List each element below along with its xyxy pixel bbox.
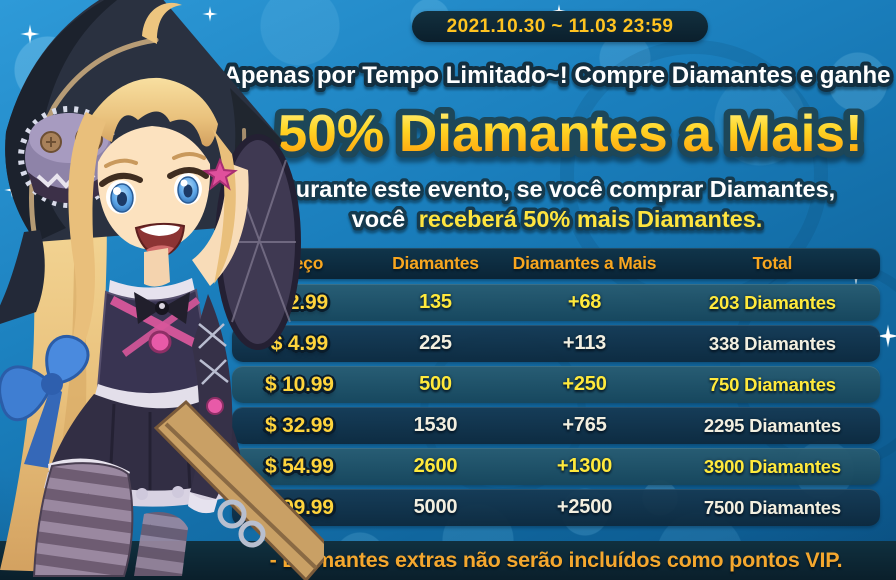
main-title-text: 50% Diamantes a Mais! bbox=[278, 105, 863, 163]
bonus-cell: +250 bbox=[562, 373, 607, 395]
total-cell: 3900 Diamantes bbox=[703, 455, 841, 477]
total-cell: 750 Diamantes bbox=[708, 373, 836, 395]
table-row: $ 4.99 225 +113 338 Diamantes bbox=[232, 325, 880, 362]
column-header-diamonds: Diamantes bbox=[392, 253, 479, 273]
character-illustration bbox=[0, 0, 324, 580]
column-header-bonus: Diamantes a Mais bbox=[512, 253, 657, 273]
pricing-table: Preço Diamantes Diamantes a Mais Total $… bbox=[232, 248, 880, 530]
subtitle-line1: Durante este evento, se você comprar Dia… bbox=[279, 176, 835, 202]
total-cell: 338 Diamantes bbox=[708, 332, 836, 354]
headline-text: Apenas por Tempo Limitado~! Compre Diama… bbox=[223, 62, 890, 89]
diamonds-cell: 225 bbox=[419, 332, 452, 354]
total-cell: 203 Diamantes bbox=[708, 291, 836, 313]
date-badge: 2021.10.30 ~ 11.03 23:59 bbox=[412, 11, 708, 42]
table-row: $ 54.99 2600 +1300 3900 Diamantes bbox=[232, 448, 880, 485]
column-header-total: Total bbox=[752, 253, 793, 273]
diamonds-cell: 2600 bbox=[413, 455, 458, 477]
price-cell: $ 4.99 bbox=[270, 331, 328, 355]
table-row: $ 32.99 1530 +765 2295 Diamantes bbox=[232, 407, 880, 444]
date-range: 2021.10.30 ~ 11.03 23:59 bbox=[446, 15, 674, 37]
headline: Apenas por Tempo Limitado~! Compre Diama… bbox=[219, 58, 894, 93]
bonus-cell: +113 bbox=[562, 332, 607, 354]
diamonds-cell: 1530 bbox=[413, 414, 458, 436]
table-header-row: Preço Diamantes Diamantes a Mais Total bbox=[232, 248, 880, 279]
diamonds-cell: 500 bbox=[419, 373, 452, 395]
total-cell: 2295 Diamantes bbox=[703, 414, 841, 436]
subtitle-line2-prefix: você bbox=[352, 206, 406, 232]
subtitle-line2-highlight: receberá 50% mais Diamantes. bbox=[419, 206, 763, 232]
svg-text:você receberá 50% mais: você receberá 50% mais Diamantes. bbox=[352, 206, 763, 232]
table-row: $ 10.99 500 +250 750 Diamantes bbox=[232, 366, 880, 403]
bonus-cell: +1300 bbox=[556, 455, 613, 477]
price-cell: $ 54.99 bbox=[265, 454, 334, 478]
promo-content: 2021.10.30 ~ 11.03 23:59 Apenas por Temp… bbox=[219, 0, 895, 580]
subtitle: Durante este evento, se você comprar Dia… bbox=[275, 173, 838, 236]
footer-note: - Diamantes extras não serão incluídos c… bbox=[269, 548, 843, 572]
price-cell: $ 10.99 bbox=[265, 372, 334, 396]
table-row: $ 2.99 135 +68 203 Diamantes bbox=[232, 284, 880, 321]
main-title: 50% Diamantes a Mais! bbox=[271, 99, 869, 170]
diamonds-cell: 135 bbox=[419, 291, 452, 313]
total-cell: 7500 Diamantes bbox=[703, 496, 841, 518]
bonus-cell: +765 bbox=[562, 414, 607, 436]
price-cell: $ 32.99 bbox=[265, 413, 334, 437]
bonus-cell: +68 bbox=[567, 291, 602, 313]
bonus-cell: +2500 bbox=[556, 496, 613, 518]
table-row: $ 99.99 5000 +2500 7500 Diamantes bbox=[232, 489, 880, 526]
diamonds-cell: 5000 bbox=[413, 496, 458, 518]
